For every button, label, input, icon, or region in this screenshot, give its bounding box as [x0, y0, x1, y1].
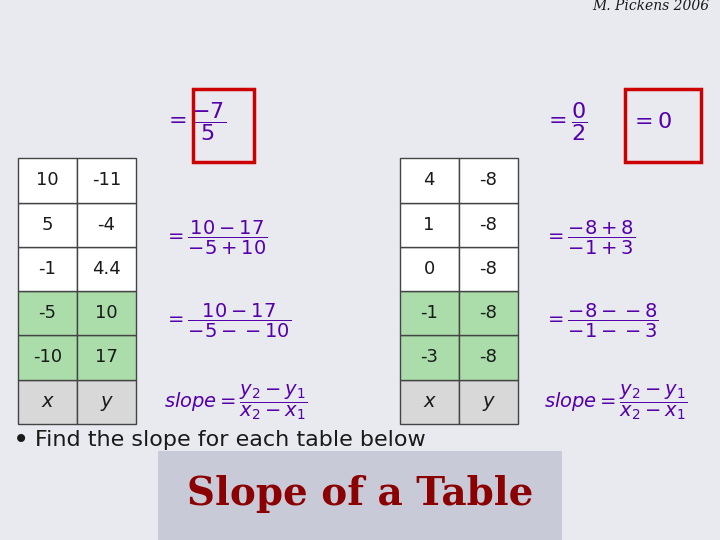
Bar [400, 291, 459, 335]
Text: -10: -10 [33, 348, 62, 367]
Text: -8: -8 [480, 348, 497, 367]
Text: 10: 10 [95, 304, 118, 322]
Bar [77, 335, 136, 380]
Text: x: x [423, 392, 435, 411]
Bar [18, 202, 77, 247]
Text: 4.4: 4.4 [92, 260, 121, 278]
Text: M. Pickens 2006: M. Pickens 2006 [592, 0, 709, 14]
Text: -11: -11 [92, 171, 121, 190]
Bar [400, 247, 459, 291]
Bar [459, 158, 518, 202]
Text: $slope = \dfrac{y_2-y_1}{x_2-x_1}$: $slope = \dfrac{y_2-y_1}{x_2-x_1}$ [544, 383, 687, 422]
Text: 4: 4 [423, 171, 435, 190]
Text: $slope = \dfrac{y_2-y_1}{x_2-x_1}$: $slope = \dfrac{y_2-y_1}{x_2-x_1}$ [164, 383, 307, 422]
Bar [18, 158, 77, 202]
Text: $=\dfrac{10-17}{-5--10}$: $=\dfrac{10-17}{-5--10}$ [164, 302, 292, 340]
Bar [18, 291, 77, 335]
Bar [400, 158, 459, 202]
Text: $=0$: $=0$ [630, 111, 672, 132]
Text: y: y [482, 392, 494, 411]
Bar [400, 380, 459, 424]
Text: 10: 10 [36, 171, 59, 190]
Text: -1: -1 [420, 304, 438, 322]
Text: -8: -8 [480, 260, 497, 278]
Bar [77, 291, 136, 335]
Text: 5: 5 [42, 215, 53, 234]
Bar [459, 247, 518, 291]
Text: x: x [42, 392, 53, 411]
Bar [459, 380, 518, 424]
Text: Slope of a Table: Slope of a Table [186, 475, 534, 513]
Text: y: y [101, 392, 112, 411]
Bar [77, 158, 136, 202]
Text: $=\dfrac{0}{2}$: $=\dfrac{0}{2}$ [544, 100, 587, 143]
Bar [18, 380, 77, 424]
Bar [18, 247, 77, 291]
Text: $=\dfrac{-8--8}{-1--3}$: $=\dfrac{-8--8}{-1--3}$ [544, 302, 659, 340]
Bar [625, 89, 701, 162]
Text: -1: -1 [39, 260, 56, 278]
Bar [459, 335, 518, 380]
Text: 1: 1 [423, 215, 435, 234]
Bar [459, 202, 518, 247]
Text: -5: -5 [39, 304, 57, 322]
Bar [77, 247, 136, 291]
Text: -8: -8 [480, 171, 497, 190]
Text: $=\dfrac{10-17}{-5+10}$: $=\dfrac{10-17}{-5+10}$ [164, 219, 268, 256]
Bar [400, 202, 459, 247]
Bar [459, 291, 518, 335]
Text: -4: -4 [98, 215, 116, 234]
Bar [18, 335, 77, 380]
Text: -8: -8 [480, 304, 497, 322]
Bar [193, 89, 254, 162]
Text: Find the slope for each table below: Find the slope for each table below [35, 430, 426, 450]
Text: 0: 0 [423, 260, 435, 278]
Text: $=\dfrac{-8+8}{-1+3}$: $=\dfrac{-8+8}{-1+3}$ [544, 219, 634, 256]
Text: -3: -3 [420, 348, 438, 367]
Bar [77, 202, 136, 247]
Bar [77, 380, 136, 424]
Text: •: • [13, 426, 30, 454]
Text: -8: -8 [480, 215, 497, 234]
Bar [158, 451, 562, 540]
Bar [400, 335, 459, 380]
Text: 17: 17 [95, 348, 118, 367]
Text: $=\dfrac{-7}{5}$: $=\dfrac{-7}{5}$ [164, 100, 226, 143]
